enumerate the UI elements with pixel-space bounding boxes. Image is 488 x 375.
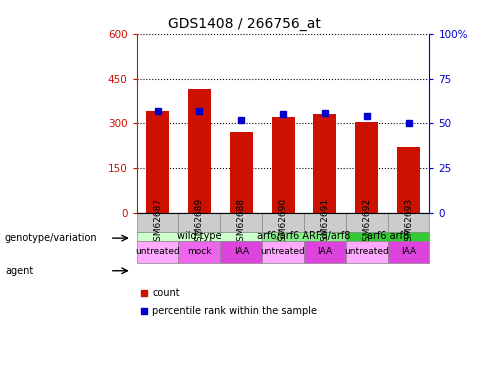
Text: GSM62690: GSM62690 xyxy=(279,198,287,247)
Text: GSM62687: GSM62687 xyxy=(153,198,162,247)
Text: GSM62691: GSM62691 xyxy=(320,198,329,247)
Text: GSM62688: GSM62688 xyxy=(237,198,246,247)
Bar xyxy=(262,213,304,232)
Bar xyxy=(304,241,346,262)
Bar xyxy=(146,111,169,213)
Text: wild type: wild type xyxy=(177,231,222,242)
Bar xyxy=(397,147,420,213)
Bar xyxy=(220,213,262,232)
Text: untreated: untreated xyxy=(345,247,389,256)
Bar xyxy=(179,213,220,232)
Bar xyxy=(355,122,378,213)
Bar xyxy=(271,117,295,213)
Text: GDS1408 / 266756_at: GDS1408 / 266756_at xyxy=(167,17,321,31)
Bar xyxy=(346,232,429,241)
Text: untreated: untreated xyxy=(261,247,305,256)
Bar xyxy=(262,232,346,241)
Text: IAA: IAA xyxy=(401,247,416,256)
Bar xyxy=(387,213,429,232)
Text: IAA: IAA xyxy=(317,247,332,256)
Bar xyxy=(137,232,262,241)
Bar xyxy=(387,241,429,262)
Text: untreated: untreated xyxy=(135,247,180,256)
Text: count: count xyxy=(152,288,180,297)
Text: GSM62693: GSM62693 xyxy=(404,198,413,247)
Text: GSM62692: GSM62692 xyxy=(362,198,371,247)
Bar xyxy=(313,114,336,213)
Text: arf6 arf8: arf6 arf8 xyxy=(366,231,408,242)
Bar xyxy=(179,241,220,262)
Text: percentile rank within the sample: percentile rank within the sample xyxy=(152,306,317,316)
Text: genotype/variation: genotype/variation xyxy=(5,233,98,243)
Text: GSM62689: GSM62689 xyxy=(195,198,204,247)
Bar xyxy=(304,213,346,232)
Bar xyxy=(137,241,179,262)
Bar xyxy=(230,132,253,213)
Bar xyxy=(346,213,387,232)
Bar xyxy=(262,241,304,262)
Bar xyxy=(188,89,211,213)
Text: IAA: IAA xyxy=(234,247,249,256)
Bar xyxy=(346,241,387,262)
Text: arf6/arf6 ARF8/arf8: arf6/arf6 ARF8/arf8 xyxy=(257,231,351,242)
Text: agent: agent xyxy=(5,266,33,276)
Bar xyxy=(220,241,262,262)
Bar xyxy=(137,213,179,232)
Text: mock: mock xyxy=(187,247,212,256)
